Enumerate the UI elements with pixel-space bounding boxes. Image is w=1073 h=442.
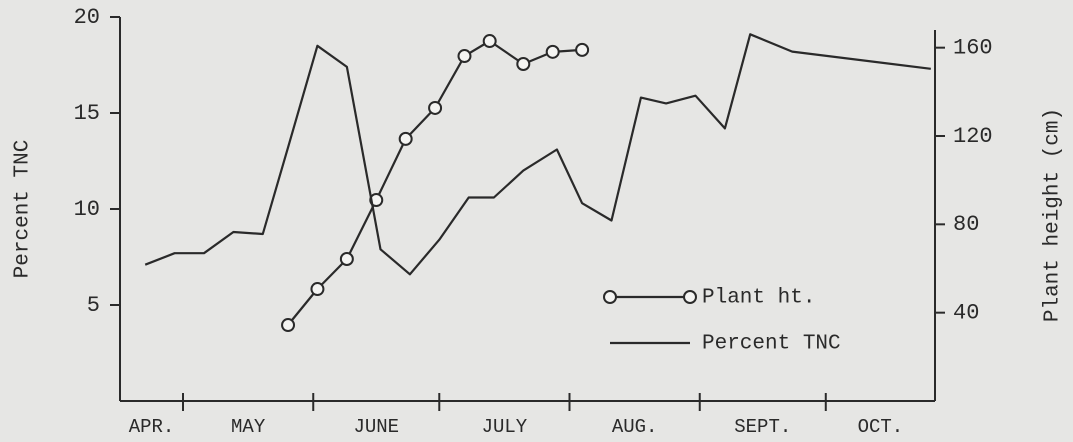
x-category-label: SEPT.	[734, 416, 791, 438]
x-category-label: JUNE	[353, 416, 399, 438]
series-marker	[339, 252, 354, 267]
y-tick-label: 15	[74, 101, 100, 126]
x-category-label: MAY	[231, 416, 266, 438]
y2-tick-label: 120	[953, 124, 993, 149]
series-marker	[482, 34, 497, 49]
series-marker	[428, 100, 443, 115]
series-marker	[310, 282, 325, 297]
series-marker	[516, 57, 531, 72]
series-marker	[575, 42, 590, 57]
y2-tick-label: 40	[953, 300, 979, 325]
legend-marker	[683, 290, 697, 304]
legend-label: Percent TNC	[702, 333, 841, 356]
y-tick-label: 10	[74, 197, 100, 222]
y2-axis-label: Plant height (cm)	[1042, 108, 1065, 322]
series-marker	[281, 318, 296, 333]
y2-tick-label: 80	[953, 212, 979, 237]
series-marker	[457, 49, 472, 64]
y-axis-label: Percent TNC	[12, 140, 35, 279]
legend-label: Plant ht.	[702, 287, 815, 310]
legend-marker	[603, 290, 617, 304]
x-category-label: APR.	[129, 416, 175, 438]
x-category-label: JULY	[482, 416, 528, 438]
y-tick-label: 5	[87, 293, 100, 318]
series-marker	[398, 131, 413, 146]
y-tick-label: 20	[74, 5, 100, 30]
x-category-label: OCT.	[858, 416, 904, 438]
series-marker	[545, 44, 560, 59]
x-category-label: AUG.	[612, 416, 658, 438]
series-marker	[369, 193, 384, 208]
y2-tick-label: 160	[953, 35, 993, 60]
series-line	[287, 39, 583, 326]
series-line	[144, 33, 931, 276]
